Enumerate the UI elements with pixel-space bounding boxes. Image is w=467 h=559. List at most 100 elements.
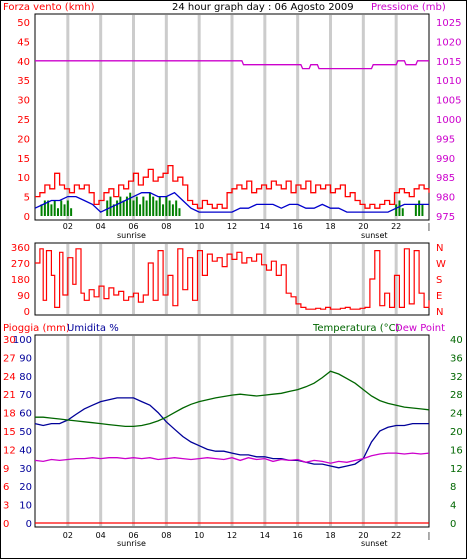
temperature-axis: 0 4 8 12 16 20 24 28 32 36 40 — [450, 335, 463, 530]
wind-speed-tick-label: 15 — [17, 154, 30, 165]
rain-tick-label: 27 — [3, 353, 16, 364]
rain-tick-label: 30 — [3, 335, 16, 346]
wind-speed-tick-label: 45 — [17, 37, 30, 48]
sunset-label-top: sunset — [361, 231, 388, 240]
wind-degrees-tick-label: 270 — [11, 259, 30, 270]
temperature-tick-label: 16 — [450, 445, 463, 456]
wind-speed-tick-label: 25 — [17, 115, 30, 126]
compass-tick-label: N — [436, 243, 443, 254]
hour-tick-label: 20 — [358, 222, 368, 231]
wind-direction-series — [35, 248, 430, 310]
hour-tick-label: | — [428, 222, 431, 231]
wind-direction-line — [35, 248, 430, 310]
hour-tick-label: 22 — [391, 222, 401, 231]
pressure-tick-label: 980 — [436, 193, 455, 204]
wind-time-axis: 02 04 06 08 10 12 14 16 18 20 22 | — [63, 222, 431, 231]
hour-tick-label: 02 — [63, 531, 73, 540]
humidity-tick-label: 40 — [19, 445, 32, 456]
humidity-tick-label: 70 — [19, 390, 32, 401]
temperature-tick-label: 28 — [450, 390, 463, 401]
hour-tick-label: 08 — [161, 531, 171, 540]
hour-tick-label: 20 — [358, 531, 368, 540]
hour-tick-label: 18 — [325, 531, 335, 540]
hour-tick-label: 18 — [325, 222, 335, 231]
wind-speed-tick-label: 35 — [17, 76, 30, 87]
pressure-tick-label: 1015 — [436, 57, 461, 68]
pressure-tick-label: 1010 — [436, 76, 461, 87]
wind-speed-tick-label: 40 — [17, 57, 30, 68]
dew-point-line — [34, 452, 430, 464]
wind-gust-line — [35, 164, 430, 209]
hour-tick-label: 14 — [260, 222, 270, 231]
pressure-tick-label: 990 — [436, 154, 455, 165]
dew-point-label: Dew Point — [395, 323, 445, 334]
wind-pressure-series — [34, 60, 430, 216]
wind-speed-tick-label: 0 — [24, 212, 30, 223]
rain-tick-label: 18 — [3, 409, 16, 420]
average-wind-line — [34, 191, 429, 213]
rain-tick-label: 24 — [3, 372, 16, 383]
hour-tick-label: 16 — [293, 222, 303, 231]
rain-tick-label: 21 — [3, 390, 16, 401]
hour-tick-label: 10 — [194, 222, 204, 231]
wind-degrees-tick-label: 360 — [11, 243, 30, 254]
temperature-tick-label: 32 — [450, 372, 463, 383]
rain-tick-label: 6 — [3, 482, 9, 493]
pressure-tick-label: 975 — [436, 212, 455, 223]
temp-humidity-grid — [66, 336, 398, 526]
temp-time-axis: 02 04 06 08 10 12 14 16 18 20 22 | — [63, 531, 431, 540]
humidity-label: Umidita % — [67, 323, 119, 334]
humidity-tick-label: 90 — [19, 353, 32, 364]
temperature-tick-label: 36 — [450, 353, 463, 364]
temp-humidity-panel: 0369121518212427300102030405060708090100… — [3, 334, 463, 540]
wind-speed-tick-label: 10 — [17, 173, 30, 184]
compass-tick-label: N — [436, 307, 443, 318]
wind-speed-axis: 0 5 10 15 20 25 30 35 40 45 50 — [17, 18, 30, 223]
hour-tick-label: 08 — [161, 222, 171, 231]
humidity-tick-label: 100 — [13, 335, 32, 346]
humidity-tick-label: 20 — [19, 482, 32, 493]
compass-tick-label: S — [436, 275, 442, 286]
hour-tick-label: 02 — [63, 222, 73, 231]
rain-tick-label: 12 — [3, 445, 16, 456]
wind-speed-label: Forza vento (kmh) — [3, 2, 95, 13]
rain-tick-label: 15 — [3, 427, 16, 438]
humidity-tick-label: 10 — [19, 501, 32, 512]
humidity-tick-label: 0 — [26, 519, 32, 530]
hour-tick-label: 06 — [128, 531, 138, 540]
wind-speed-tick-label: 30 — [17, 96, 30, 107]
hour-tick-label: 10 — [194, 531, 204, 540]
sunset-label-bottom: sunset — [361, 539, 388, 548]
compass-tick-label: W — [436, 259, 446, 270]
hour-tick-label: 22 — [391, 531, 401, 540]
hour-tick-label: 14 — [260, 531, 270, 540]
humidity-tick-label: 80 — [19, 372, 32, 383]
wind-direction-grid — [66, 244, 398, 314]
rain-label: Pioggia (mm) — [3, 323, 70, 334]
hour-tick-label: 12 — [227, 531, 237, 540]
temperature-tick-label: 20 — [450, 427, 463, 438]
sunrise-label-top: sunrise — [117, 231, 146, 240]
wind-speed-tick-label: 5 — [24, 193, 30, 204]
pressure-tick-label: 1005 — [436, 96, 461, 107]
temperature-label: Temperatura (°C) — [312, 323, 400, 334]
pressure-tick-label: 1020 — [436, 37, 461, 48]
temperature-tick-label: 12 — [450, 464, 463, 475]
temperature-tick-label: 24 — [450, 409, 463, 420]
humidity-tick-label: 50 — [19, 427, 32, 438]
hour-tick-label: 16 — [293, 531, 303, 540]
pressure-label: Pressione (mb) — [371, 2, 446, 13]
wind-speed-tick-label: 50 — [17, 18, 30, 29]
chart-title: 24 hour graph day : 06 Agosto 2009 — [172, 2, 354, 13]
humidity-tick-label: 60 — [19, 409, 32, 420]
rain-tick-label: 3 — [3, 501, 9, 512]
temperature-tick-label: 0 — [450, 519, 456, 530]
pressure-tick-label: 995 — [436, 134, 455, 145]
humidity-tick-label: 30 — [19, 464, 32, 475]
hour-tick-label: 04 — [96, 531, 106, 540]
pressure-tick-label: 985 — [436, 173, 455, 184]
